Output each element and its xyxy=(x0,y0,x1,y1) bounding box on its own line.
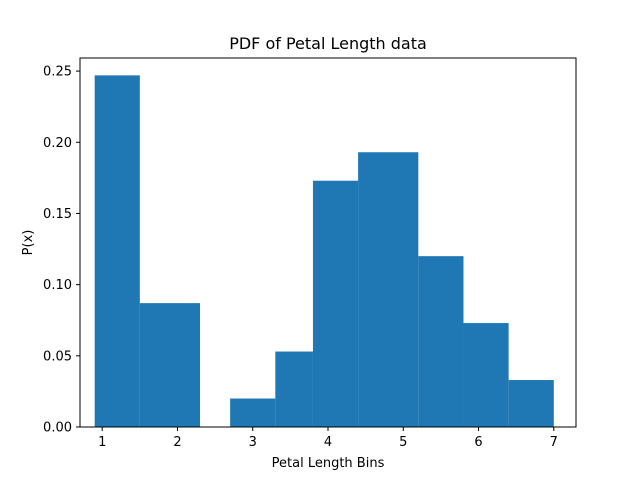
x-tick-label: 4 xyxy=(324,435,332,450)
x-tick-label: 6 xyxy=(474,435,482,450)
x-tick-label: 1 xyxy=(98,435,106,450)
histogram-bar xyxy=(275,351,313,427)
y-tick-label: 0.10 xyxy=(43,278,72,293)
x-tick-label: 2 xyxy=(173,435,181,450)
chart-title: PDF of Petal Length data xyxy=(229,34,427,53)
histogram-bar xyxy=(94,75,140,428)
x-axis-ticks: 1 2 3 4 5 6 7 xyxy=(98,427,558,450)
y-tick-label: 0.00 xyxy=(43,421,72,436)
y-tick-label: 0.20 xyxy=(43,136,72,151)
y-tick-label: 0.25 xyxy=(43,65,72,80)
histogram-bar xyxy=(139,303,201,427)
histogram-bar xyxy=(230,398,276,427)
y-tick-label: 0.15 xyxy=(43,207,72,222)
histogram-bar xyxy=(508,380,554,427)
histogram-bar xyxy=(463,323,509,427)
x-tick-label: 3 xyxy=(249,435,257,450)
x-tick-label: 5 xyxy=(399,435,407,450)
histogram-bar xyxy=(312,180,359,427)
histogram-bar xyxy=(358,152,419,428)
y-axis-ticks: 0.00 0.05 0.10 0.15 0.20 0.25 xyxy=(43,65,80,436)
histogram-bar xyxy=(418,256,464,427)
bar-group xyxy=(94,75,554,428)
x-axis-label: Petal Length Bins xyxy=(272,456,385,471)
y-tick-label: 0.05 xyxy=(43,349,72,364)
y-axis-label: P(x) xyxy=(21,230,36,256)
x-tick-label: 7 xyxy=(550,435,558,450)
